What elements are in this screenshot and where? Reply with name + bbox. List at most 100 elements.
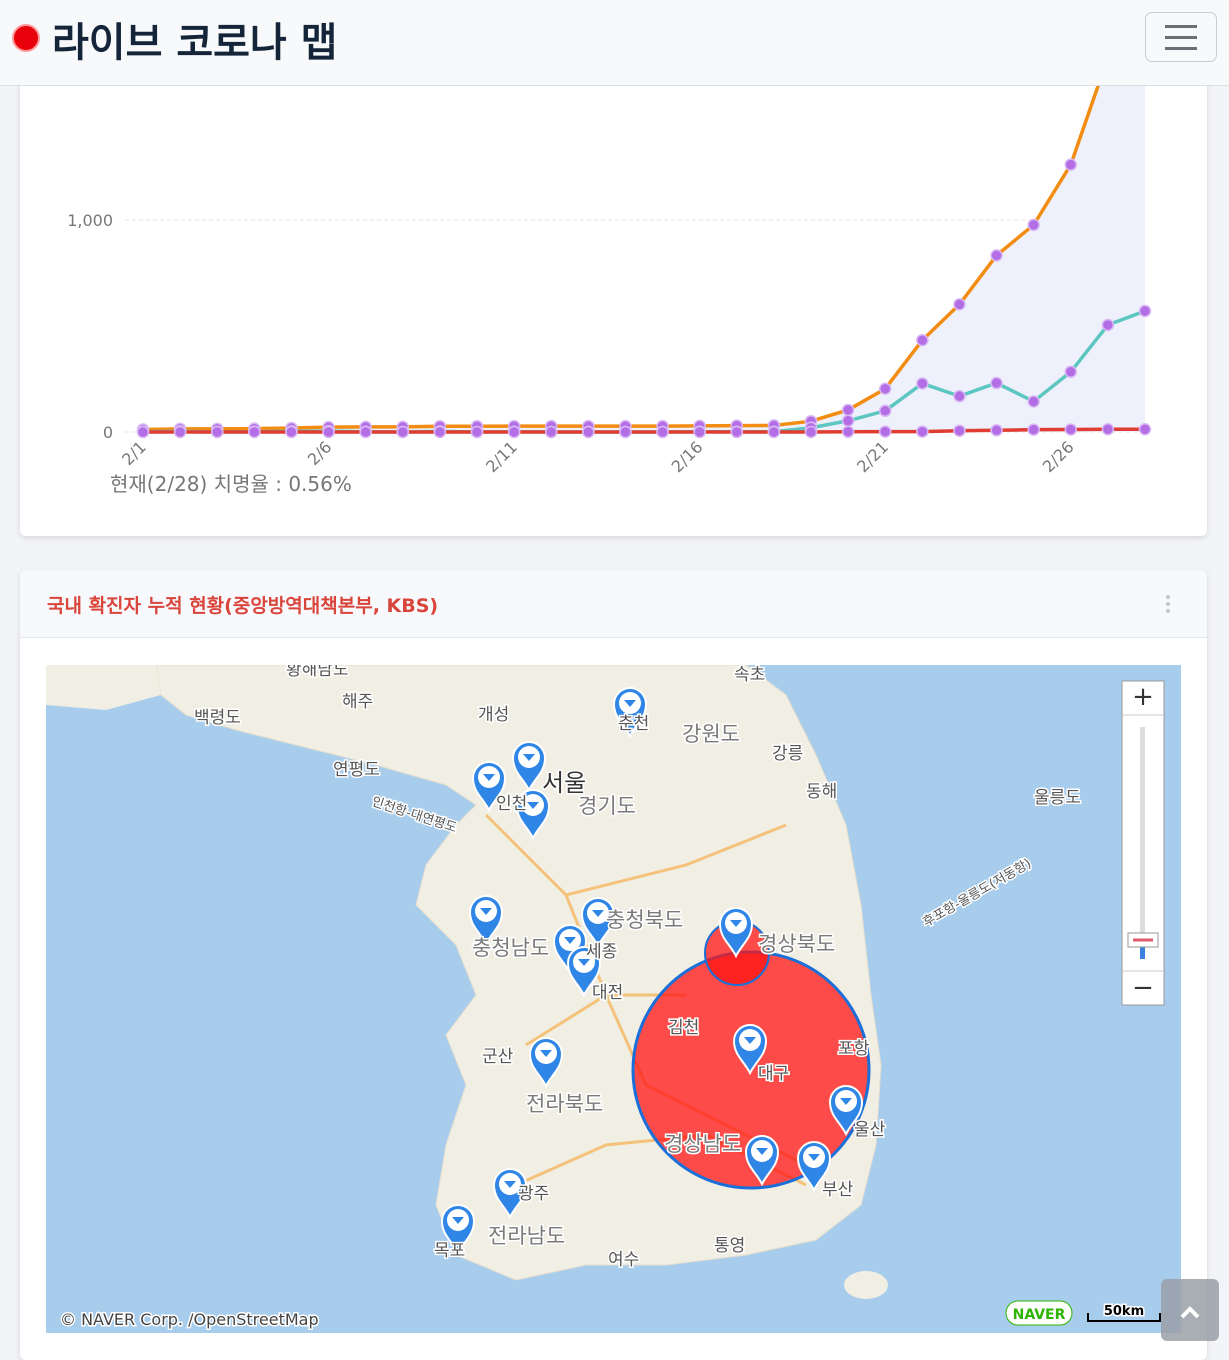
attribution: © NAVER Corp. /OpenStreetMap (60, 1310, 319, 1329)
pin-arrow (578, 959, 590, 966)
map-label: 충청남도 (472, 936, 549, 960)
zoom-out[interactable]: − (1132, 973, 1154, 1003)
map-label: 동해 (806, 782, 837, 802)
card-title: 국내 확진자 누적 현황(중앙방역대책본부, KBS) (47, 595, 439, 617)
map-pin[interactable] (612, 687, 648, 739)
data-point (1101, 318, 1115, 332)
map-label: 경상남도 (664, 1132, 741, 1156)
map-label: 경상북도 (758, 932, 835, 956)
map-label: 김천 (668, 1018, 699, 1038)
live-dot (12, 24, 40, 52)
map-label: 연평도 (333, 760, 380, 780)
map-label: 강원도 (682, 722, 740, 746)
map[interactable]: 황해남도 해주 속초 백령도 개성 춘천 강원도 강릉 연평도 서울 인천 경기… (46, 665, 1181, 1333)
x-tick-label: 2/11 (482, 437, 521, 476)
area (143, 0, 1145, 432)
map-pin[interactable] (566, 946, 602, 998)
data-point (916, 333, 929, 347)
map-pin[interactable] (732, 1024, 768, 1076)
map-label: 인천 (496, 794, 527, 814)
map-label: 부산 (822, 1180, 854, 1200)
data-point (841, 425, 855, 439)
data-point (693, 425, 706, 439)
map-label: 황해남도 (286, 665, 349, 680)
fatality-rate: 현재(2/28) 치명율 : 0.56% (110, 472, 352, 496)
data-point (1027, 423, 1040, 436)
data-point (1064, 158, 1078, 171)
y-tick-label: 0 (103, 423, 113, 442)
series-line (143, 427, 1145, 434)
data-point (804, 425, 818, 439)
map-pin[interactable] (718, 907, 754, 959)
pin-arrow (452, 1217, 464, 1224)
scale-bar (1087, 1313, 1161, 1322)
pin-arrow (480, 908, 492, 915)
scroll-top-button[interactable] (1161, 1279, 1219, 1341)
data-point (1027, 218, 1040, 232)
map-label: 해주 (342, 692, 373, 712)
zoom-control: + − (1121, 680, 1165, 1006)
map-pin[interactable] (511, 741, 547, 793)
card-menu[interactable] (1166, 595, 1170, 616)
map-label: 세종 (586, 942, 617, 962)
map-label: 포항 (838, 1039, 870, 1059)
roads (484, 813, 807, 1187)
map-pin[interactable] (744, 1135, 780, 1187)
data-point (916, 377, 929, 390)
data-point (619, 425, 632, 439)
pin-arrow (527, 802, 539, 809)
map-pin[interactable] (515, 789, 551, 841)
data-point (359, 425, 372, 439)
data-point (953, 389, 966, 403)
pin-arrow (504, 1181, 516, 1188)
map-label: 강릉 (772, 744, 803, 764)
pin-arrow (624, 700, 636, 707)
data-point (1064, 423, 1078, 436)
data-point (878, 404, 892, 418)
map-label: 여수 (608, 1250, 639, 1270)
data-point (878, 425, 892, 438)
map-pin[interactable] (528, 1037, 564, 1089)
data-point (1138, 422, 1152, 436)
map-pin[interactable] (492, 1168, 528, 1220)
map-label: 광주 (518, 1184, 549, 1204)
data-point (173, 425, 187, 439)
map-pin[interactable] (440, 1204, 476, 1256)
map-pin[interactable] (471, 761, 507, 813)
data-point (953, 298, 966, 311)
data-point (396, 425, 410, 439)
map-label: 전라북도 (526, 1092, 603, 1116)
map-pin[interactable] (828, 1085, 864, 1137)
island (844, 1271, 888, 1299)
map-label: 백령도 (194, 708, 241, 728)
data-point (1027, 395, 1040, 408)
x-tick-label: 2/26 (1039, 437, 1078, 476)
map-pin[interactable] (796, 1141, 832, 1193)
data-point (990, 376, 1003, 390)
data-point (322, 425, 335, 439)
map-label: 통영 (714, 1236, 745, 1256)
pin-arrow (483, 774, 495, 781)
data-point (248, 425, 261, 439)
pin-arrow (540, 1050, 552, 1057)
data-point (916, 425, 929, 438)
zoom-in[interactable]: + (1132, 682, 1154, 712)
map-label: 서울 (542, 769, 586, 797)
data-point (582, 425, 595, 439)
naver-logo[interactable]: NAVER (1013, 1307, 1066, 1323)
data-point (470, 425, 484, 439)
data-point (1101, 422, 1115, 436)
navbar: 라이브 코로나 맵 (0, 0, 1229, 86)
chart: 0 1,000 2/1 2/6 2/11 2/16 2/21 2/26 (67, 0, 1152, 476)
data-point (210, 425, 224, 439)
land (46, 665, 161, 710)
y-tick-label: 1,000 (67, 211, 113, 230)
map-label: 충청북도 (606, 908, 683, 932)
map-pin[interactable] (468, 895, 504, 947)
site-title[interactable]: 라이브 코로나 맵 (52, 20, 338, 66)
pin-arrow (840, 1098, 852, 1105)
card-header: 국내 확진자 누적 현황(중앙방역대책본부, KBS) (20, 570, 1207, 638)
menu-button[interactable] (1145, 12, 1217, 62)
map-pin[interactable] (580, 897, 616, 949)
pin-arrow (808, 1154, 820, 1161)
